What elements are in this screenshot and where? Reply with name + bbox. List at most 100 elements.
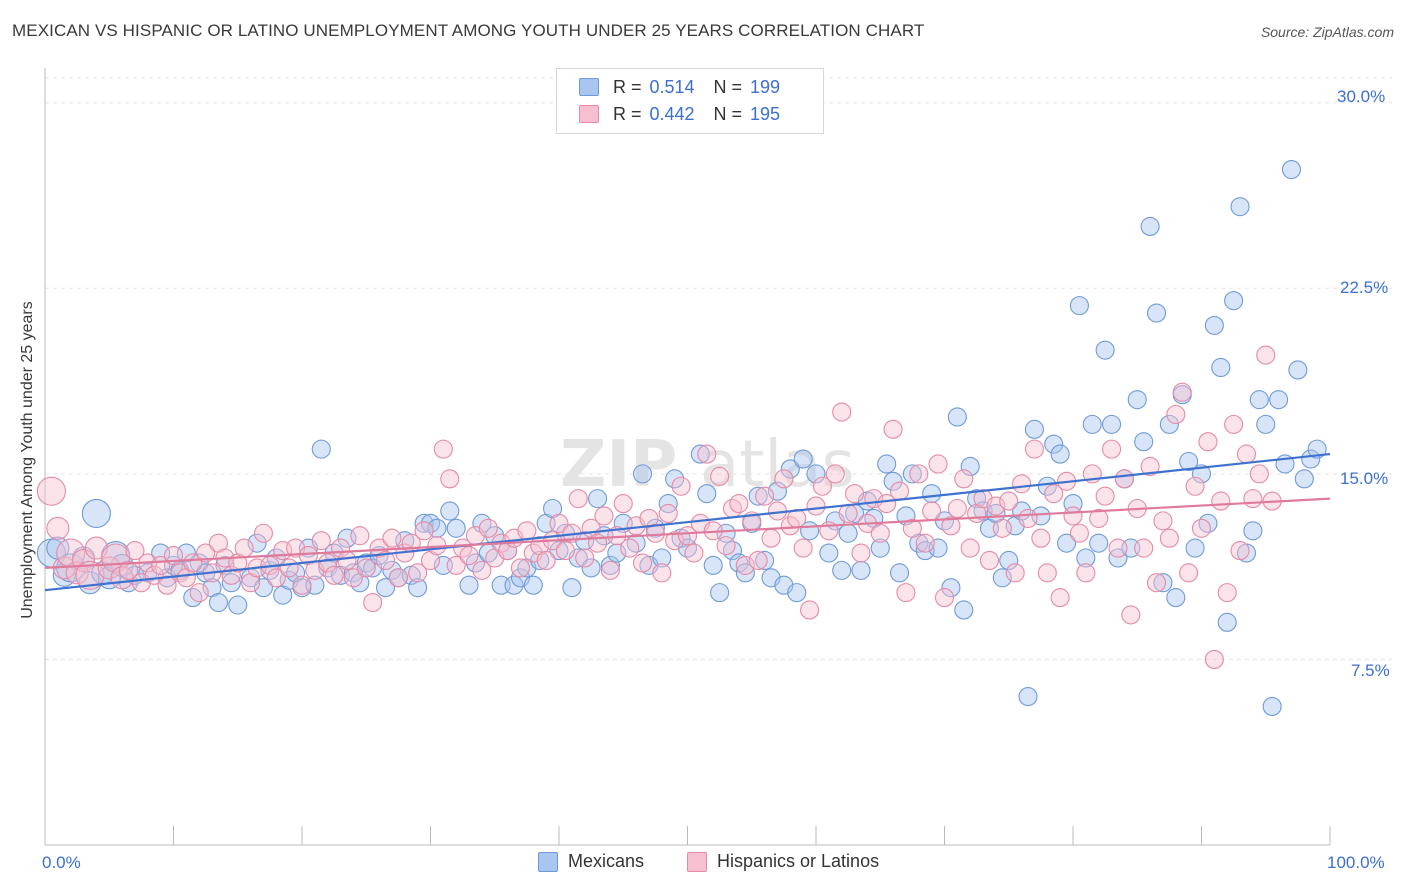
mexicans-point bbox=[1102, 414, 1122, 434]
hispanics-points bbox=[36, 345, 1282, 669]
mexicans-point bbox=[581, 558, 601, 578]
hispanics-point bbox=[1236, 444, 1257, 464]
hispanics-point bbox=[710, 466, 730, 486]
hispanics-point bbox=[343, 568, 363, 588]
hispanics-point bbox=[1031, 528, 1051, 548]
hispanics-point bbox=[613, 494, 633, 514]
mexicans-point bbox=[999, 550, 1019, 571]
bottom-legend-mexicans: Mexicans bbox=[538, 851, 644, 872]
mexicans-point bbox=[1095, 340, 1115, 360]
hispanics-point bbox=[671, 476, 691, 496]
hispanics-point bbox=[844, 484, 865, 504]
mexicans-point bbox=[947, 407, 967, 427]
axes bbox=[44, 68, 1331, 846]
hispanics-point bbox=[716, 536, 736, 556]
hispanics-point bbox=[75, 560, 105, 590]
hispanics-point bbox=[318, 553, 338, 573]
hispanics-point bbox=[748, 550, 768, 571]
mexicans-trend-line bbox=[44, 452, 1331, 592]
mexicans-point bbox=[1288, 360, 1308, 380]
hispanics-point bbox=[1211, 491, 1231, 511]
hispanics-point bbox=[889, 481, 910, 501]
mexicans-point bbox=[1185, 538, 1205, 558]
mexicans-point bbox=[420, 513, 441, 533]
mexicans-point bbox=[1134, 432, 1154, 452]
hispanics-point bbox=[46, 516, 70, 540]
mexicans-point bbox=[1076, 548, 1096, 568]
hispanics-point bbox=[555, 541, 575, 561]
hispanics-point bbox=[1217, 583, 1237, 603]
mexicans-point bbox=[221, 573, 241, 593]
hispanics-point bbox=[253, 523, 274, 543]
mexicans-point bbox=[1256, 414, 1276, 434]
hispanics-point bbox=[934, 588, 955, 608]
hispanics-point bbox=[183, 553, 203, 573]
hispanics-point bbox=[1185, 476, 1205, 496]
hispanics-point bbox=[735, 555, 755, 575]
hispanics-point bbox=[632, 553, 653, 573]
mexicans-point bbox=[652, 548, 672, 568]
hispanics-point bbox=[1005, 563, 1025, 583]
mexicans-point bbox=[1044, 434, 1064, 454]
mexicans-point bbox=[1108, 548, 1128, 568]
mexicans-point bbox=[1082, 414, 1102, 434]
hispanics-point bbox=[812, 476, 832, 496]
mexicans-points bbox=[36, 159, 1327, 716]
legend-n-value: 199 bbox=[750, 76, 781, 97]
hispanics-point bbox=[266, 568, 286, 588]
mexicans-point bbox=[382, 560, 402, 580]
legend-r-label: R = bbox=[613, 76, 642, 97]
hispanics-point bbox=[594, 506, 614, 526]
hispanics-point bbox=[999, 491, 1019, 511]
mexicans-point bbox=[523, 575, 543, 595]
mexicans-point bbox=[1069, 296, 1089, 316]
mexicans-point bbox=[658, 494, 678, 514]
bottom-legend-swatch-mexicans bbox=[538, 851, 558, 872]
mexicans-point bbox=[883, 471, 903, 491]
mexicans-point bbox=[530, 550, 550, 571]
legend-swatch-mexicans bbox=[579, 78, 599, 96]
hispanics-point bbox=[909, 464, 929, 484]
y-tick-22-5: 22.5% bbox=[1340, 278, 1389, 297]
x-tick-min: 0.0% bbox=[42, 853, 81, 872]
hispanics-point bbox=[1018, 508, 1038, 528]
mexicans-point bbox=[960, 456, 980, 476]
hispanics-point bbox=[697, 444, 717, 464]
hispanics-point bbox=[433, 439, 453, 459]
mexicans-point bbox=[1018, 686, 1038, 707]
mexicans-point bbox=[954, 600, 974, 620]
mexicans-point bbox=[440, 501, 460, 521]
hispanics-point bbox=[941, 516, 961, 536]
mexicans-point bbox=[81, 498, 111, 529]
legend-r-value: 0.442 bbox=[649, 103, 695, 124]
mexicans-point bbox=[1057, 533, 1077, 553]
hispanics-point bbox=[947, 498, 967, 519]
hispanics-point bbox=[536, 550, 556, 571]
hispanics-point bbox=[189, 583, 209, 603]
legend-row-hispanics: R = 0.442 N = 195 bbox=[579, 102, 780, 126]
mexicans-point bbox=[748, 486, 768, 506]
mexicans-point bbox=[1281, 159, 1301, 180]
hispanics-point bbox=[658, 503, 678, 524]
hispanics-point bbox=[337, 550, 357, 571]
hispanics-point bbox=[1224, 414, 1244, 434]
mexicans-point bbox=[247, 533, 267, 553]
mexicans-point bbox=[549, 541, 569, 561]
hispanics-point bbox=[755, 486, 775, 506]
mexicans-point bbox=[1037, 476, 1057, 496]
hispanics-point bbox=[369, 538, 389, 558]
mexicans-point bbox=[266, 548, 286, 568]
mexicans-point bbox=[1204, 315, 1224, 335]
hispanics-point bbox=[652, 563, 672, 583]
hispanics-point bbox=[36, 476, 66, 506]
hispanics-point bbox=[992, 518, 1012, 538]
mexicans-point bbox=[587, 489, 608, 509]
hispanics-point bbox=[1166, 404, 1186, 425]
mexicans-point bbox=[1140, 216, 1160, 237]
mexicans-point bbox=[703, 555, 723, 575]
mexicans-point bbox=[902, 464, 922, 484]
hispanics-point bbox=[196, 543, 216, 563]
hispanics-trend-line bbox=[44, 497, 1331, 569]
hispanics-point bbox=[832, 402, 852, 422]
